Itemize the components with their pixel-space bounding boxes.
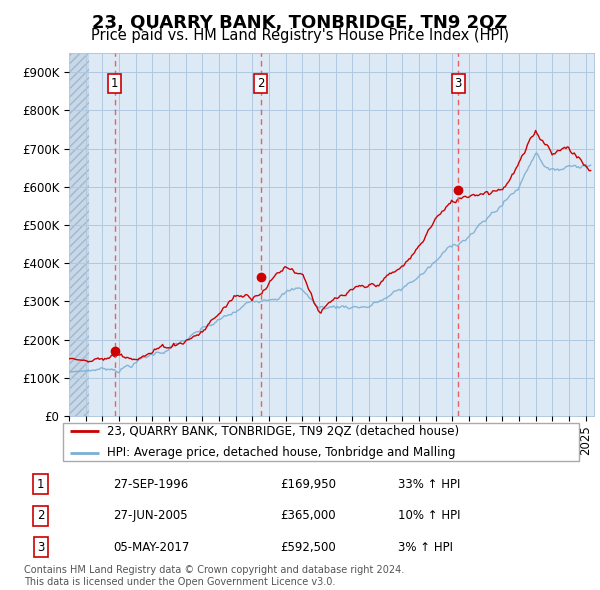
Text: 2: 2 [257,77,264,90]
Text: 27-SEP-1996: 27-SEP-1996 [113,478,188,491]
Text: 23, QUARRY BANK, TONBRIDGE, TN9 2QZ (detached house): 23, QUARRY BANK, TONBRIDGE, TN9 2QZ (det… [107,425,459,438]
Text: 2: 2 [37,509,44,522]
Text: 1: 1 [111,77,118,90]
Text: 05-MAY-2017: 05-MAY-2017 [113,540,190,553]
Text: 27-JUN-2005: 27-JUN-2005 [113,509,188,522]
Text: 10% ↑ HPI: 10% ↑ HPI [398,509,460,522]
Text: 23, QUARRY BANK, TONBRIDGE, TN9 2QZ: 23, QUARRY BANK, TONBRIDGE, TN9 2QZ [92,14,508,32]
Text: £592,500: £592,500 [281,540,337,553]
Bar [69,53,89,416]
Text: 3: 3 [37,540,44,553]
Text: HPI: Average price, detached house, Tonbridge and Malling: HPI: Average price, detached house, Tonb… [107,446,455,459]
Text: Price paid vs. HM Land Registry's House Price Index (HPI): Price paid vs. HM Land Registry's House … [91,28,509,42]
Text: 33% ↑ HPI: 33% ↑ HPI [398,478,460,491]
FancyBboxPatch shape [62,423,580,461]
Text: 3: 3 [454,77,462,90]
Text: £169,950: £169,950 [281,478,337,491]
Text: 1: 1 [37,478,44,491]
Text: 3% ↑ HPI: 3% ↑ HPI [398,540,453,553]
Text: £365,000: £365,000 [281,509,337,522]
Text: Contains HM Land Registry data © Crown copyright and database right 2024.
This d: Contains HM Land Registry data © Crown c… [24,565,404,587]
